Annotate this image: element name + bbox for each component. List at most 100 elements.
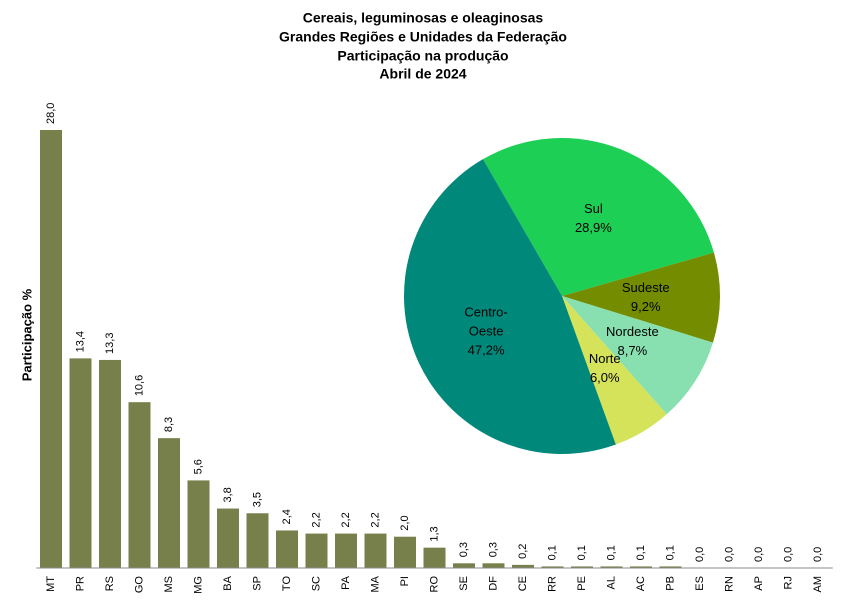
bar xyxy=(394,536,416,568)
bar xyxy=(217,508,239,568)
bar xyxy=(512,564,534,568)
bar xyxy=(128,402,151,568)
bar xyxy=(187,480,210,568)
x-tick-label: CE xyxy=(517,576,529,591)
value-label: 1,3 xyxy=(428,526,440,541)
x-tick-label: AP xyxy=(753,576,765,591)
bar xyxy=(99,359,121,568)
x-tick-label: DF xyxy=(487,576,499,591)
y-axis-label: Participação % xyxy=(19,288,34,381)
slice-label: Centro-Oeste 47,2% xyxy=(451,303,521,360)
bar xyxy=(453,563,475,568)
x-tick-label: RO xyxy=(428,576,440,593)
bar xyxy=(335,533,357,568)
value-label: 3,8 xyxy=(222,487,234,502)
x-tick-label: MA xyxy=(369,575,381,592)
slice-label-text: Centro-Oeste xyxy=(464,304,508,339)
x-tick-label: RN xyxy=(723,576,735,592)
value-label: 0,1 xyxy=(635,545,647,560)
bar xyxy=(630,566,652,568)
pie-slice xyxy=(562,296,667,445)
value-label: 5,6 xyxy=(192,459,204,474)
slice-label: Norte 6,0% xyxy=(570,349,640,387)
x-tick-label: ES xyxy=(694,576,706,591)
pie-slice xyxy=(562,296,713,415)
chart-title: Participação na produção xyxy=(337,48,508,64)
x-tick-label: GO xyxy=(133,576,145,594)
x-tick-label: PA xyxy=(340,575,352,590)
x-tick-label: RR xyxy=(546,576,558,592)
x-tick-label: RS xyxy=(104,576,116,591)
slice-label: Sul 28,9% xyxy=(558,199,628,237)
x-tick-label: MS xyxy=(163,576,175,593)
value-label: 3,5 xyxy=(251,492,263,507)
bar xyxy=(246,513,269,568)
pie-slice xyxy=(562,252,721,343)
x-tick-label: SP xyxy=(251,576,263,591)
bar xyxy=(69,358,92,568)
slice-label-text: 47,2% xyxy=(467,342,505,358)
slice-label: Sudeste 9,2% xyxy=(611,278,681,316)
bar xyxy=(158,438,180,568)
value-label: 0,0 xyxy=(782,547,794,562)
bar xyxy=(600,566,623,568)
value-label: 0,1 xyxy=(576,545,588,560)
value-label: 28,0 xyxy=(45,103,57,124)
bar xyxy=(40,130,62,568)
bar xyxy=(364,533,387,568)
pie-slice xyxy=(403,159,616,455)
pie-slice xyxy=(483,138,714,296)
value-label: 0,0 xyxy=(694,547,706,562)
value-label: 13,3 xyxy=(104,333,116,354)
x-tick-label: AC xyxy=(635,576,647,591)
value-label: 0,0 xyxy=(812,547,824,562)
x-tick-label: RJ xyxy=(782,576,794,589)
x-tick-label: SE xyxy=(458,576,470,591)
value-label: 2,2 xyxy=(369,512,381,527)
slice-label-text: 8,7% xyxy=(617,343,648,359)
value-label: 0,1 xyxy=(605,545,617,560)
x-tick-label: MT xyxy=(45,576,57,592)
x-tick-label: SC xyxy=(310,576,322,591)
slice-label-text: Nordeste xyxy=(605,324,659,340)
x-tick-label: MG xyxy=(192,576,204,594)
value-label: 0,3 xyxy=(458,542,470,557)
chart-title: Abril de 2024 xyxy=(379,66,466,82)
slice-label-text: Sul xyxy=(583,201,603,217)
slice-label-text: 6,0% xyxy=(589,369,620,385)
value-label: 10,6 xyxy=(133,375,145,396)
bar xyxy=(571,566,593,568)
bar xyxy=(423,547,446,568)
slice-label-text: Norte xyxy=(588,350,621,366)
x-tick-label: TO xyxy=(281,576,293,592)
slice-label: Nordeste 8,7% xyxy=(597,322,667,360)
x-tick-label: PI xyxy=(399,576,411,586)
value-label: 2,2 xyxy=(340,512,352,527)
value-label: 0,2 xyxy=(517,544,529,559)
slice-label-text: Sudeste xyxy=(621,279,670,295)
value-label: 0,0 xyxy=(753,547,765,562)
slice-label-text: 9,2% xyxy=(630,298,661,314)
value-label: 0,1 xyxy=(664,545,676,560)
x-tick-label: PB xyxy=(664,576,676,591)
value-label: 13,4 xyxy=(74,331,86,352)
x-tick-label: BA xyxy=(222,575,234,590)
bar xyxy=(659,566,682,568)
value-label: 2,2 xyxy=(310,512,322,527)
chart-title: Grandes Regiões e Unidades da Federação xyxy=(279,29,567,45)
chart-title: Cereais, leguminosas e oleaginosas xyxy=(303,10,544,26)
value-label: 0,1 xyxy=(546,545,558,560)
bar xyxy=(305,533,328,568)
value-label: 2,0 xyxy=(399,515,411,530)
bar xyxy=(276,530,298,568)
value-label: 0,3 xyxy=(487,542,499,557)
value-label: 8,3 xyxy=(163,417,175,432)
bar xyxy=(541,566,564,568)
x-tick-label: PE xyxy=(576,576,588,591)
slice-label-text: 28,9% xyxy=(574,220,612,236)
bar xyxy=(482,563,505,568)
value-label: 0,0 xyxy=(723,547,735,562)
value-label: 2,4 xyxy=(281,509,293,524)
